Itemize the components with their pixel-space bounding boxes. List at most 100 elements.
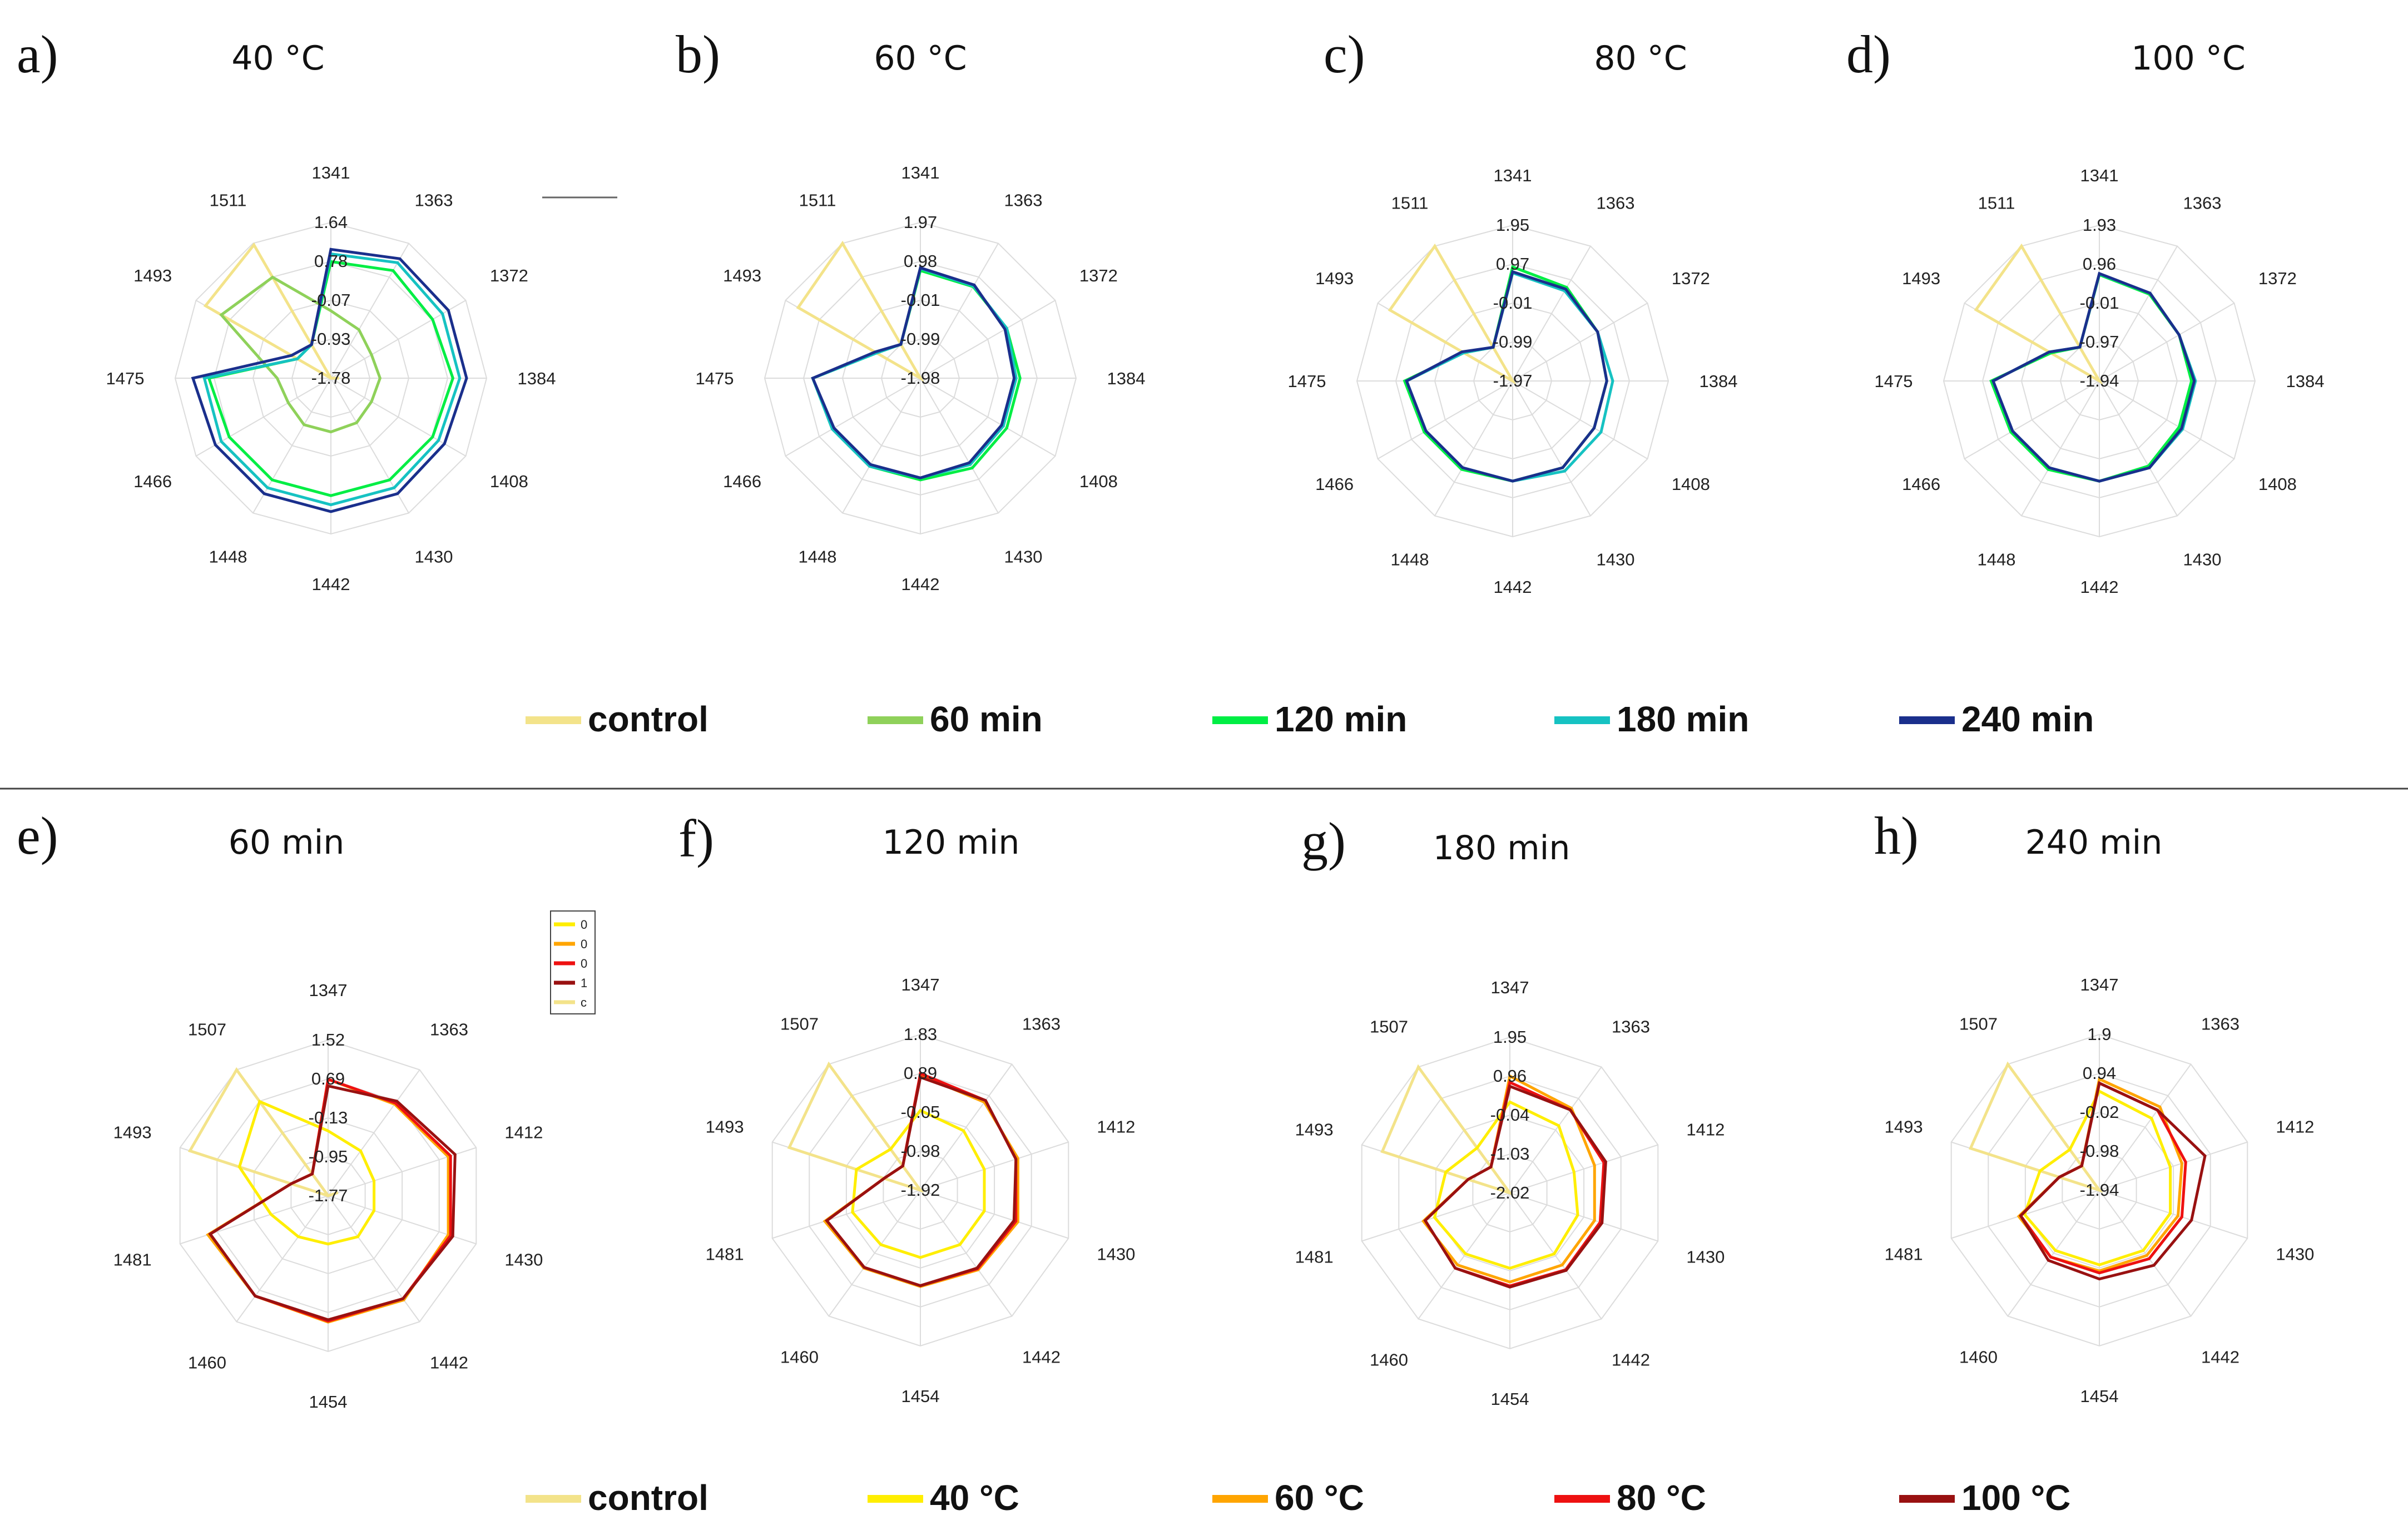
mini-legend-label: 0 [581,937,587,951]
grid-spoke [920,1063,1013,1191]
series-line-60-min [219,275,382,434]
panel-title: 80 °C [1594,39,1687,78]
axis-label: 1442 [1494,577,1532,597]
series-line-100-degc [825,1075,1018,1288]
axis-label: 1454 [901,1387,940,1406]
axis-label: 1454 [2080,1387,2119,1406]
panel-title: 120 min [883,823,1020,862]
axis-label: 1442 [1022,1347,1061,1366]
axis-label: 1408 [490,472,528,491]
ring-label: 1.95 [1493,1027,1527,1047]
ring-label: -0.98 [901,1141,940,1161]
legend-label-40-degc: 40 °C [930,1478,1019,1518]
axis-label: 1466 [133,472,172,491]
ring-label: -1.98 [901,368,940,388]
grid-spoke [180,1195,329,1245]
mini-legend-label: 0 [581,918,587,932]
axis-label: 1481 [706,1244,744,1264]
ring-label: 0.96 [1493,1066,1527,1086]
ring-label: -0.98 [2080,1141,2119,1161]
grid-spoke [2099,1141,2248,1191]
axis-label: 1430 [1097,1244,1135,1264]
series-line-240-min [1991,271,2196,483]
axis-label: 1412 [1097,1117,1135,1137]
series-line-240-min [811,266,1016,479]
panel-letter: d) [1846,24,1891,84]
axis-label: 1372 [2258,269,2297,288]
radar-panel-h: 1.9 0.94 -0.02 -0.98 -1.94 1347 1363 1412 1430 14… [1874,806,2314,1406]
axis-label: 1442 [312,575,350,594]
panel-letter: h) [1874,806,1919,865]
axis-label: 1481 [113,1250,152,1269]
axis-label: 1347 [309,981,348,1000]
axis-label: 1442 [2080,577,2119,597]
axis-label: 1507 [188,1020,226,1039]
axis-label: 1448 [799,547,837,566]
mini-legend-label: 0 [581,957,587,970]
axis-label: 1372 [1079,266,1118,285]
grid-spoke [2007,1190,2100,1317]
series-line-40-degc [237,1100,376,1246]
grid-spoke [920,1141,1069,1191]
axis-label: 1493 [706,1117,744,1137]
grid-spoke [2099,1190,2192,1317]
radar-panel-f: 1.83 0.89 -0.05 -0.98 -1.92 1347 1363 1412 1430 1… [678,809,1135,1406]
series-line-40-degc [851,1108,986,1259]
axis-label: 1430 [2276,1244,2314,1264]
axis-label: 1460 [780,1347,819,1366]
grid-spoke [1509,1192,1602,1320]
panel-letter: g) [1301,811,1346,871]
ring-label: -1.03 [1490,1144,1530,1163]
series-line-100-degc [2019,1081,2207,1281]
ring-label: -0.01 [901,290,940,310]
axis-label: 1442 [2201,1347,2239,1366]
legend-label-control: control [588,1478,708,1518]
series-line-40-degc [2023,1089,2172,1266]
grid-spoke [1512,380,1591,516]
legend-bottom: control 40 °C 60 °C 80 °C 100 °C [526,1478,2070,1518]
ring-label: -0.99 [1493,332,1533,351]
grid-spoke [236,1195,329,1323]
axis-label: 1493 [113,1123,152,1142]
axis-label: 1511 [799,191,836,210]
panel-title: 60 min [229,823,345,862]
radar-panel-c: 1.95 0.97 -0.01 -0.99 -1.97 1341 1363 1372 1384 1… [1288,24,1738,597]
grid-spoke [1512,246,1591,382]
axis-label: 1430 [1686,1247,1725,1266]
series-line-control [1388,243,1517,385]
ring-label: 0.96 [2083,254,2116,274]
ring-label: -0.95 [309,1147,348,1166]
grid-spoke [2099,246,2178,382]
grid-spoke [330,243,409,379]
legend-top: control 60 min 120 min 180 min 240 min [526,699,2094,739]
axis-label: 1475 [696,369,734,388]
mini-legend: 0 0 0 1 c [550,910,596,1014]
axis-label: 1430 [504,1250,543,1269]
axis-label: 1466 [1902,474,1940,494]
axis-label: 1412 [2276,1117,2314,1137]
series-line-40-degc [1433,1100,1579,1270]
axis-label: 1493 [1315,269,1354,288]
grid-spoke [828,1190,921,1317]
axis-label: 1341 [312,163,350,182]
panels: 1.640.78-0.07-0.93-1.7813411363137213841… [17,24,2324,1412]
ring-label: -0.04 [1490,1105,1530,1125]
ring-label: 1.93 [2083,215,2116,235]
ring-label: -1.94 [2080,371,2119,390]
ring-label: -0.99 [901,329,940,349]
axis-label: 1363 [2183,194,2222,213]
grid-spoke [920,1190,1013,1317]
legend-label-60-degc: 60 °C [1275,1478,1364,1518]
grid-spoke [920,378,1056,457]
grid-spoke [1509,1066,1602,1194]
ring-label: -0.07 [311,290,351,310]
grid-spoke [1964,380,2100,459]
axis-label: 1475 [1875,372,1913,391]
grid-spoke [330,378,409,513]
axis-label: 1347 [1491,978,1529,997]
grid-spoke [1378,380,1513,459]
axis-label: 1454 [309,1392,348,1412]
ring-label: 1.83 [904,1024,937,1044]
ring-label: 1.52 [311,1030,345,1049]
ring-label: 0.94 [2083,1063,2116,1083]
